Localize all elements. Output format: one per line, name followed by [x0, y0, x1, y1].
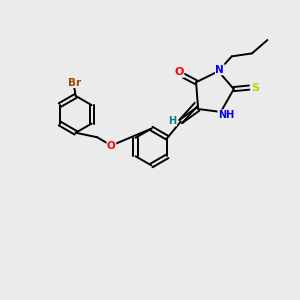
Text: O: O	[174, 67, 184, 77]
Text: O: O	[107, 140, 116, 151]
Text: H: H	[168, 116, 177, 126]
Text: N: N	[215, 65, 224, 75]
Text: Br: Br	[68, 77, 81, 88]
Text: S: S	[251, 82, 259, 93]
Text: NH: NH	[218, 110, 234, 120]
